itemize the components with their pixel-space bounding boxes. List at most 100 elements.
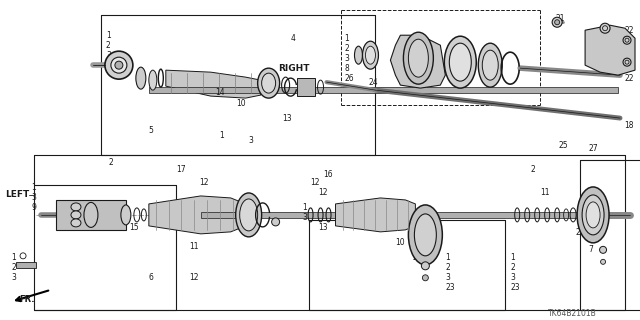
Text: 2: 2 <box>445 263 450 272</box>
Ellipse shape <box>121 205 131 225</box>
Text: 1: 1 <box>31 183 36 192</box>
Text: 1: 1 <box>510 253 515 262</box>
Text: 1: 1 <box>106 31 111 40</box>
Text: 1: 1 <box>344 34 349 43</box>
Circle shape <box>623 58 631 66</box>
Text: 24: 24 <box>369 78 378 87</box>
Text: 28: 28 <box>575 228 584 237</box>
Polygon shape <box>585 25 635 75</box>
Text: 3: 3 <box>106 51 111 60</box>
Ellipse shape <box>149 70 157 90</box>
Text: 3: 3 <box>303 213 307 222</box>
Text: 2: 2 <box>109 158 114 167</box>
Text: 19: 19 <box>600 64 610 73</box>
Ellipse shape <box>262 73 276 93</box>
Text: TK64B2101B: TK64B2101B <box>548 309 597 318</box>
Ellipse shape <box>483 50 499 80</box>
Text: 2: 2 <box>11 263 16 272</box>
Ellipse shape <box>577 187 609 243</box>
Text: 3: 3 <box>445 273 450 282</box>
Text: 29: 29 <box>412 253 422 262</box>
Text: 1: 1 <box>11 253 16 262</box>
Ellipse shape <box>586 202 600 228</box>
Ellipse shape <box>582 195 604 235</box>
Polygon shape <box>390 35 445 88</box>
Ellipse shape <box>362 41 378 69</box>
Ellipse shape <box>421 262 429 270</box>
Ellipse shape <box>71 219 81 227</box>
Text: 14: 14 <box>215 88 225 97</box>
Text: 15: 15 <box>129 223 138 232</box>
Ellipse shape <box>600 259 605 264</box>
Text: 1: 1 <box>303 204 307 212</box>
Circle shape <box>105 51 133 79</box>
Ellipse shape <box>478 43 502 87</box>
Polygon shape <box>166 70 260 98</box>
Text: 10: 10 <box>396 238 405 247</box>
Text: 12: 12 <box>319 188 328 197</box>
Bar <box>16 262 36 268</box>
Ellipse shape <box>422 275 428 281</box>
Text: 10: 10 <box>237 99 246 108</box>
Ellipse shape <box>449 43 471 81</box>
Ellipse shape <box>408 39 428 77</box>
Bar <box>56 200 126 230</box>
Ellipse shape <box>600 246 607 253</box>
Polygon shape <box>149 196 241 234</box>
Text: 11: 11 <box>189 242 198 251</box>
Text: 1: 1 <box>445 253 450 262</box>
Text: 13: 13 <box>319 223 328 232</box>
Text: 25: 25 <box>558 140 568 149</box>
Ellipse shape <box>136 67 146 89</box>
Text: 4: 4 <box>291 34 296 43</box>
Ellipse shape <box>414 214 436 256</box>
Bar <box>201 212 620 218</box>
Text: 3: 3 <box>344 54 349 63</box>
Text: FR.: FR. <box>19 295 35 304</box>
Text: 5: 5 <box>149 125 154 134</box>
Ellipse shape <box>84 203 98 228</box>
Ellipse shape <box>444 36 476 88</box>
Text: 12: 12 <box>310 179 320 188</box>
Ellipse shape <box>71 211 81 219</box>
Text: 18: 18 <box>624 121 634 130</box>
Text: 2: 2 <box>344 44 349 53</box>
Text: 3: 3 <box>31 193 36 203</box>
Text: 3: 3 <box>510 273 515 282</box>
Text: 22: 22 <box>624 26 634 35</box>
Ellipse shape <box>258 68 280 98</box>
Circle shape <box>111 57 127 73</box>
Text: 26: 26 <box>344 74 354 83</box>
Text: 7: 7 <box>588 245 593 254</box>
Text: 8: 8 <box>344 64 349 73</box>
Ellipse shape <box>365 46 376 64</box>
Ellipse shape <box>71 203 81 211</box>
Text: 16: 16 <box>324 171 333 180</box>
Text: 2: 2 <box>530 165 535 174</box>
Ellipse shape <box>271 218 280 226</box>
Ellipse shape <box>355 46 362 64</box>
Circle shape <box>555 20 559 25</box>
Text: 6: 6 <box>149 273 154 282</box>
Ellipse shape <box>236 193 262 237</box>
Text: 12: 12 <box>189 273 198 282</box>
Text: 23: 23 <box>445 283 455 292</box>
Text: 17: 17 <box>176 165 186 174</box>
Polygon shape <box>335 198 415 232</box>
Text: LEFT: LEFT <box>4 190 29 199</box>
Ellipse shape <box>403 32 433 84</box>
Circle shape <box>600 23 610 33</box>
Text: 21: 21 <box>555 14 564 23</box>
Text: 27: 27 <box>588 144 598 153</box>
Text: 23: 23 <box>106 61 116 70</box>
Circle shape <box>115 61 123 69</box>
Bar <box>149 87 618 93</box>
Text: 2: 2 <box>510 263 515 272</box>
Text: 3: 3 <box>249 136 253 145</box>
Text: 2: 2 <box>106 41 111 50</box>
Circle shape <box>623 36 631 44</box>
Ellipse shape <box>240 199 258 231</box>
Text: 13: 13 <box>283 114 292 123</box>
Text: 9: 9 <box>31 204 36 212</box>
Circle shape <box>552 17 562 27</box>
